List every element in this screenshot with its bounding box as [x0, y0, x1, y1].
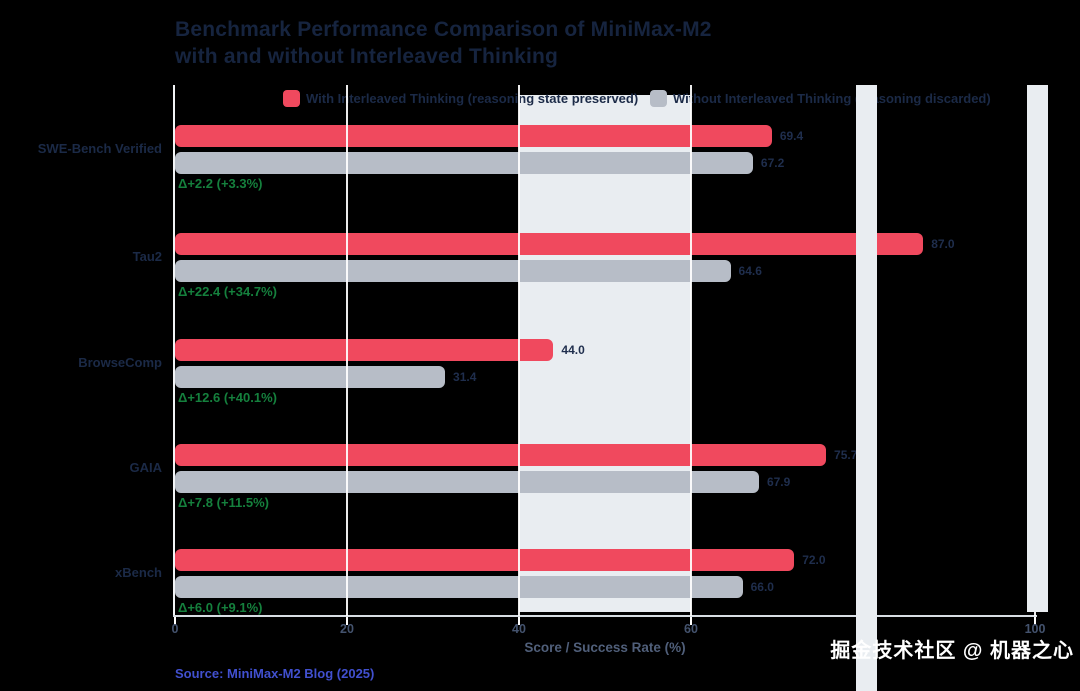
axis-tick — [1034, 617, 1036, 625]
category-label: GAIA — [129, 460, 163, 475]
axis-tick-label: 100 — [1024, 622, 1046, 636]
axis-tick — [518, 617, 520, 625]
legend-swatch-with — [283, 90, 300, 107]
delta-annotation: Δ+12.6 (+40.1%) — [178, 390, 277, 405]
bar-without-thinking — [175, 471, 759, 493]
gridline — [346, 85, 348, 616]
legend-label-with: With Interleaved Thinking (reasoning sta… — [306, 91, 639, 106]
background-band — [856, 85, 877, 691]
gridline — [518, 85, 520, 616]
category-label: BrowseComp — [78, 355, 162, 370]
bar-value-label: 67.9 — [766, 475, 791, 489]
chart-title: Benchmark Performance Comparison of Mini… — [175, 16, 875, 70]
x-axis-title: Score / Success Rate (%) — [524, 640, 686, 655]
axis-tick-label: 0 — [171, 622, 179, 636]
axis-tick-label: 20 — [340, 622, 354, 636]
bar-value-label: 64.6 — [738, 264, 762, 278]
bar-value-label: 66.0 — [750, 580, 774, 594]
bar-without-thinking — [175, 366, 446, 388]
delta-annotation: Δ+7.8 (+11.5%) — [178, 495, 270, 510]
chart-title-line1: Benchmark Performance Comparison of Mini… — [175, 18, 712, 41]
axis-tick-label: 40 — [512, 622, 526, 636]
category-label: Tau2 — [132, 249, 162, 264]
gridline — [690, 85, 692, 616]
category-label: xBench — [115, 565, 162, 580]
legend-swatch-without — [650, 90, 667, 107]
bar-with-thinking — [175, 339, 554, 361]
bar-with-thinking — [175, 549, 795, 571]
bar-with-thinking — [175, 444, 827, 466]
bar-with-thinking — [175, 233, 924, 255]
bar-value-label: 75.7 — [834, 448, 858, 462]
bar-value-label: 87.0 — [931, 237, 955, 251]
axis-tick — [174, 617, 176, 625]
bar-without-thinking — [175, 260, 731, 282]
bar-value-label: 69.4 — [779, 129, 804, 143]
bar-value-label: 67.2 — [760, 156, 785, 170]
delta-annotation: Δ+22.4 (+34.7%) — [178, 284, 277, 299]
y-axis-line — [173, 85, 175, 617]
legend-label-without: Without Interleaved Thinking (reasoning … — [673, 91, 991, 106]
bar-value-label: 72.0 — [802, 553, 826, 567]
axis-tick — [346, 617, 348, 625]
axis-tick-label: 60 — [684, 622, 698, 636]
x-axis-line — [173, 615, 1037, 617]
axis-tick — [690, 617, 692, 625]
bar-value-label: 44.0 — [561, 343, 585, 357]
category-label: SWE-Bench Verified — [37, 141, 162, 156]
bar-without-thinking — [175, 152, 753, 174]
bar-with-thinking — [175, 125, 772, 147]
chart-title-line2: with and without Interleaved Thinking — [175, 45, 559, 68]
delta-annotation: Δ+2.2 (+3.3%) — [178, 176, 263, 191]
watermark: 掘金技术社区 @ 机器之心 — [830, 640, 1074, 662]
bar-value-label: 31.4 — [453, 370, 477, 384]
delta-annotation: Δ+6.0 (+9.1%) — [178, 600, 263, 615]
bar-without-thinking — [175, 576, 743, 598]
source-link[interactable]: Source: MiniMax-M2 Blog (2025) — [175, 666, 375, 681]
background-band — [1027, 85, 1048, 612]
